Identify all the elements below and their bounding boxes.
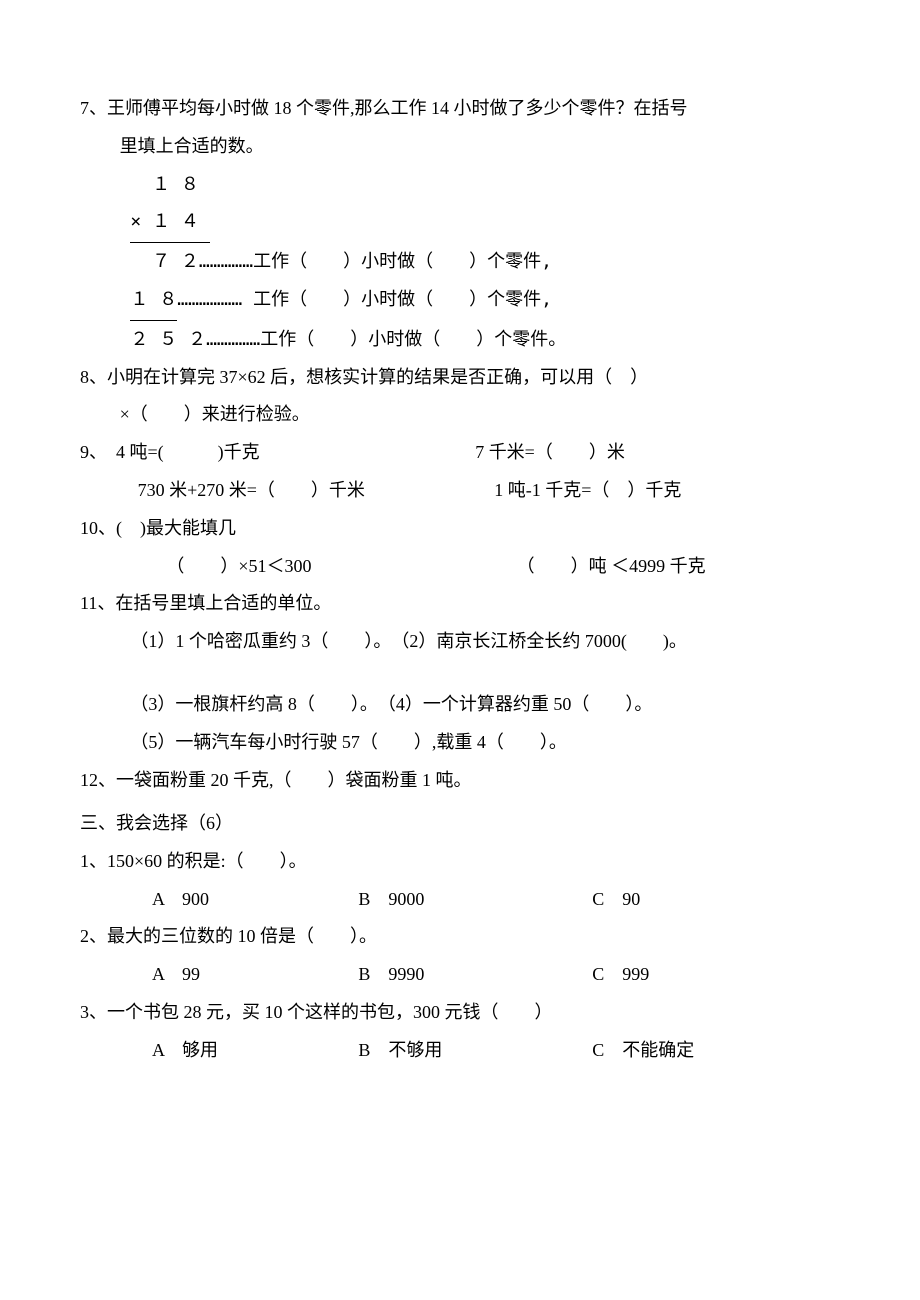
s3q1-b: B 9000 (358, 881, 592, 919)
q7-calc-mult: × １ ４ (80, 203, 840, 243)
s3q3-a: A 够用 (152, 1032, 358, 1070)
q11-row2: （3）一根旗杆约高 8（ ）。 （4）一个计算器约重 50（ ）。 (80, 686, 840, 724)
s3q2-a: A 99 (152, 956, 358, 994)
s3q1-stem: 1、150×60 的积是:（ ）。 (80, 843, 840, 881)
q9-r1a: 4 吨=( )千克 (98, 442, 260, 462)
q11-row1: （1）1 个哈密瓜重约 3（ ）。 （2）南京长江桥全长约 7000( )。 (80, 623, 840, 661)
s3q3-options: A 够用 B 不够用 C 不能确定 (80, 1032, 840, 1070)
q7-calc-partial2: １ ８……………… 工作（ ）小时做（ ）个零件, (80, 281, 840, 321)
q7-stem-line1: 7、王师傅平均每小时做 18 个零件,那么工作 14 小时做了多少个零件？在括号 (80, 90, 840, 128)
q10-r1a: （ ）×51＜300 (166, 548, 516, 586)
q9-r1b: 7 千米=（ ）米 (475, 434, 625, 472)
q9-row1: 9、 4 吨=( )千克 7 千米=（ ）米 (80, 434, 840, 472)
q11-gap (80, 661, 840, 686)
q9-row2: 730 米+270 米=（ ）千米 1 吨-1 千克=（ ）千克 (80, 472, 840, 510)
s3q1-a: A 900 (152, 881, 358, 919)
q12: 12、一袋面粉重 20 千克,（ ）袋面粉重 1 吨。 (80, 762, 840, 800)
s3q2-b: B 9990 (358, 956, 592, 994)
q10-row: （ ）×51＜300 （ ）吨 ＜4999 千克 (80, 548, 840, 586)
s3q1-options: A 900 B 9000 C 90 (80, 881, 840, 919)
q7-stem-line2: 里填上合适的数。 (80, 128, 840, 166)
q7-calc-18: １ ８ (80, 166, 840, 204)
q9-r2b: 1 吨-1 千克=（ ）千克 (494, 472, 681, 510)
q7-p2-rest: ……………… 工作（ ）小时做（ ）个零件, (177, 289, 552, 310)
q11-stem: 11、在括号里填上合适的单位。 (80, 585, 840, 623)
s3q2-options: A 99 B 9990 C 999 (80, 956, 840, 994)
q8-line2: ×（ ）来进行检验。 (80, 396, 840, 434)
q9-stem: 9、 (80, 442, 98, 462)
q7-calc-sum: ２ ５ ２……………工作（ ）小时做（ ）个零件。 (80, 321, 840, 359)
q11-row3: （5）一辆汽车每小时行驶 57（ ）,载重 4（ ）。 (80, 724, 840, 762)
q10-r1b: （ ）吨 ＜4999 千克 (517, 548, 706, 586)
s3q2-c: C 999 (592, 956, 840, 994)
s3q2-stem: 2、最大的三位数的 10 倍是（ ）。 (80, 918, 840, 956)
s3q3-b: B 不够用 (358, 1032, 592, 1070)
s3q3-c: C 不能确定 (592, 1032, 840, 1070)
q8-line1: 8、小明在计算完 37×62 后，想核实计算的结果是否正确，可以用（ ） (80, 359, 840, 397)
q9-r2a: 730 米+270 米=（ ）千米 (120, 472, 495, 510)
s3q1-c: C 90 (592, 881, 840, 919)
s3q3-stem: 3、一个书包 28 元，买 10 个这样的书包，300 元钱（ ） (80, 994, 840, 1032)
q7-mult-underline: × １ ４ (130, 203, 209, 243)
q7-p2-underline: １ ８ (130, 281, 177, 321)
q10-stem: 10、( )最大能填几 (80, 510, 840, 548)
section3-title: 三、我会选择（6） (80, 805, 840, 843)
q7-calc-partial1: ７ ２……………工作（ ）小时做（ ）个零件, (80, 243, 840, 281)
